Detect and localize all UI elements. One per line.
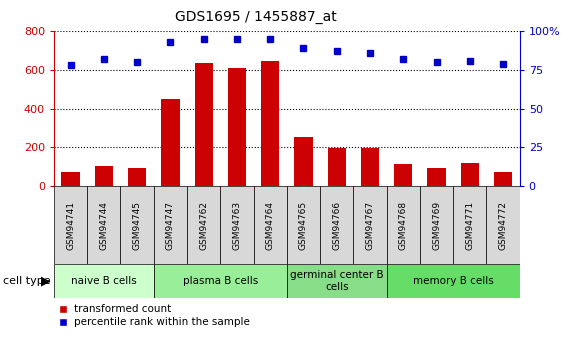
Text: GSM94762: GSM94762: [199, 200, 208, 250]
Bar: [54, 186, 87, 264]
Bar: [361, 148, 379, 186]
Bar: [328, 148, 346, 186]
Text: GSM94772: GSM94772: [499, 200, 508, 250]
Bar: [54, 264, 154, 298]
Bar: [387, 264, 520, 298]
Bar: [154, 264, 287, 298]
Text: GSM94747: GSM94747: [166, 200, 175, 250]
Text: naive B cells: naive B cells: [71, 276, 137, 286]
Text: GSM94766: GSM94766: [332, 200, 341, 250]
Bar: [294, 137, 312, 186]
Text: GSM94764: GSM94764: [266, 200, 275, 250]
Text: cell type: cell type: [3, 276, 51, 286]
Text: memory B cells: memory B cells: [413, 276, 494, 286]
Bar: [95, 166, 113, 186]
Bar: [453, 186, 486, 264]
Bar: [187, 186, 220, 264]
Text: GSM94771: GSM94771: [465, 200, 474, 250]
Text: GSM94741: GSM94741: [66, 200, 75, 250]
Bar: [261, 61, 279, 186]
Bar: [427, 168, 446, 186]
Bar: [353, 186, 387, 264]
Text: germinal center B
cells: germinal center B cells: [290, 270, 383, 292]
Text: GSM94769: GSM94769: [432, 200, 441, 250]
Text: GSM94767: GSM94767: [366, 200, 374, 250]
Bar: [287, 186, 320, 264]
Bar: [128, 168, 147, 186]
Text: GSM94745: GSM94745: [133, 200, 141, 250]
Bar: [220, 186, 253, 264]
Text: GSM94744: GSM94744: [99, 201, 108, 249]
Bar: [461, 163, 479, 186]
Text: ▶: ▶: [41, 275, 51, 288]
Bar: [87, 186, 120, 264]
Bar: [253, 186, 287, 264]
Bar: [420, 186, 453, 264]
Bar: [194, 63, 213, 186]
Bar: [154, 186, 187, 264]
Text: plasma B cells: plasma B cells: [183, 276, 258, 286]
Bar: [486, 186, 520, 264]
Bar: [320, 186, 353, 264]
Bar: [494, 172, 512, 186]
Text: GDS1695 / 1455887_at: GDS1695 / 1455887_at: [175, 10, 336, 24]
Bar: [161, 99, 179, 186]
Text: GSM94763: GSM94763: [232, 200, 241, 250]
Bar: [61, 172, 80, 186]
Text: GSM94768: GSM94768: [399, 200, 408, 250]
Legend: transformed count, percentile rank within the sample: transformed count, percentile rank withi…: [54, 300, 254, 332]
Bar: [387, 186, 420, 264]
Text: GSM94765: GSM94765: [299, 200, 308, 250]
Bar: [394, 164, 412, 186]
Bar: [287, 264, 387, 298]
Bar: [120, 186, 154, 264]
Bar: [228, 68, 246, 186]
